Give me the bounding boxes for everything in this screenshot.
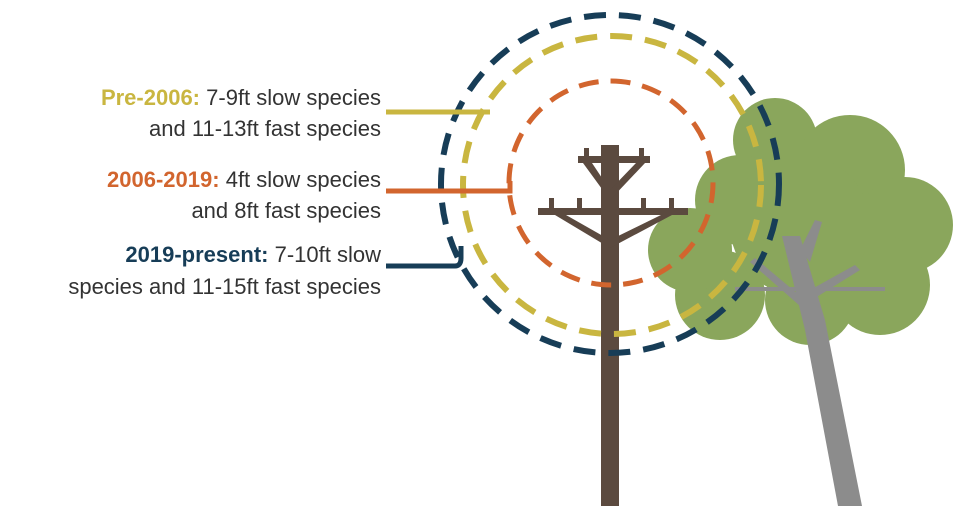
legend-label: 2006-2019: xyxy=(107,167,220,192)
legend-label: Pre-2006: xyxy=(101,85,200,110)
connector-2019-present xyxy=(386,246,461,266)
legend-text: 7-9ft slow species xyxy=(206,85,381,110)
diagram: Pre-2006: 7-9ft slow species and 11-13ft… xyxy=(0,0,959,506)
connector-2006-2019 xyxy=(386,181,510,191)
legend-line: 2019-present: 7-10ft slow xyxy=(125,242,381,267)
legend-text: species and 11-15ft fast species xyxy=(68,274,381,299)
legend-text: 4ft slow species xyxy=(226,167,381,192)
legend-text: and 8ft fast species xyxy=(191,198,381,223)
legend-line: Pre-2006: 7-9ft slow species xyxy=(101,85,381,110)
legend-label: 2019-present: xyxy=(125,242,268,267)
legend-line: 2006-2019: 4ft slow species xyxy=(107,167,381,192)
legend-text: and 11-13ft fast species xyxy=(149,116,381,141)
legend-text: 7-10ft slow xyxy=(275,242,381,267)
